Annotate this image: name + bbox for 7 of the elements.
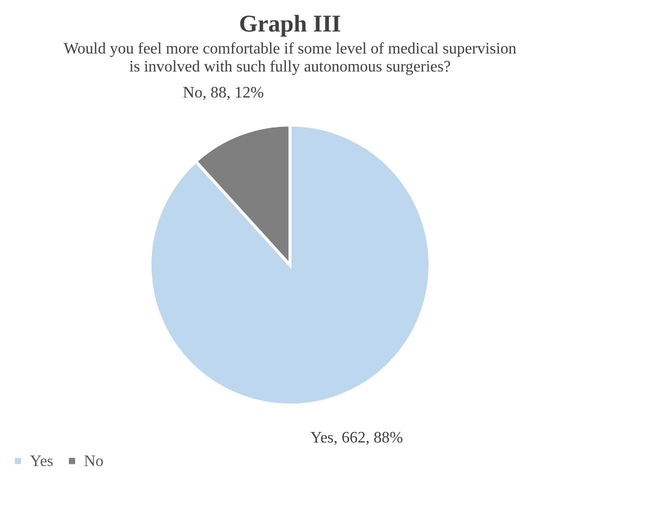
data-label: No, 88, 12%: [182, 84, 264, 102]
legend-label: No: [84, 453, 104, 470]
chart-subtitle: Would you feel more comfortable if some level of medical supervision is involved with such fully autonomous surgeries?: [64, 40, 516, 76]
data-label: Yes, 662, 88%: [310, 430, 403, 447]
legend-label: Yes: [30, 453, 54, 470]
chart-title: Graph III: [238, 11, 342, 38]
pie-slice: [148, 124, 432, 406]
